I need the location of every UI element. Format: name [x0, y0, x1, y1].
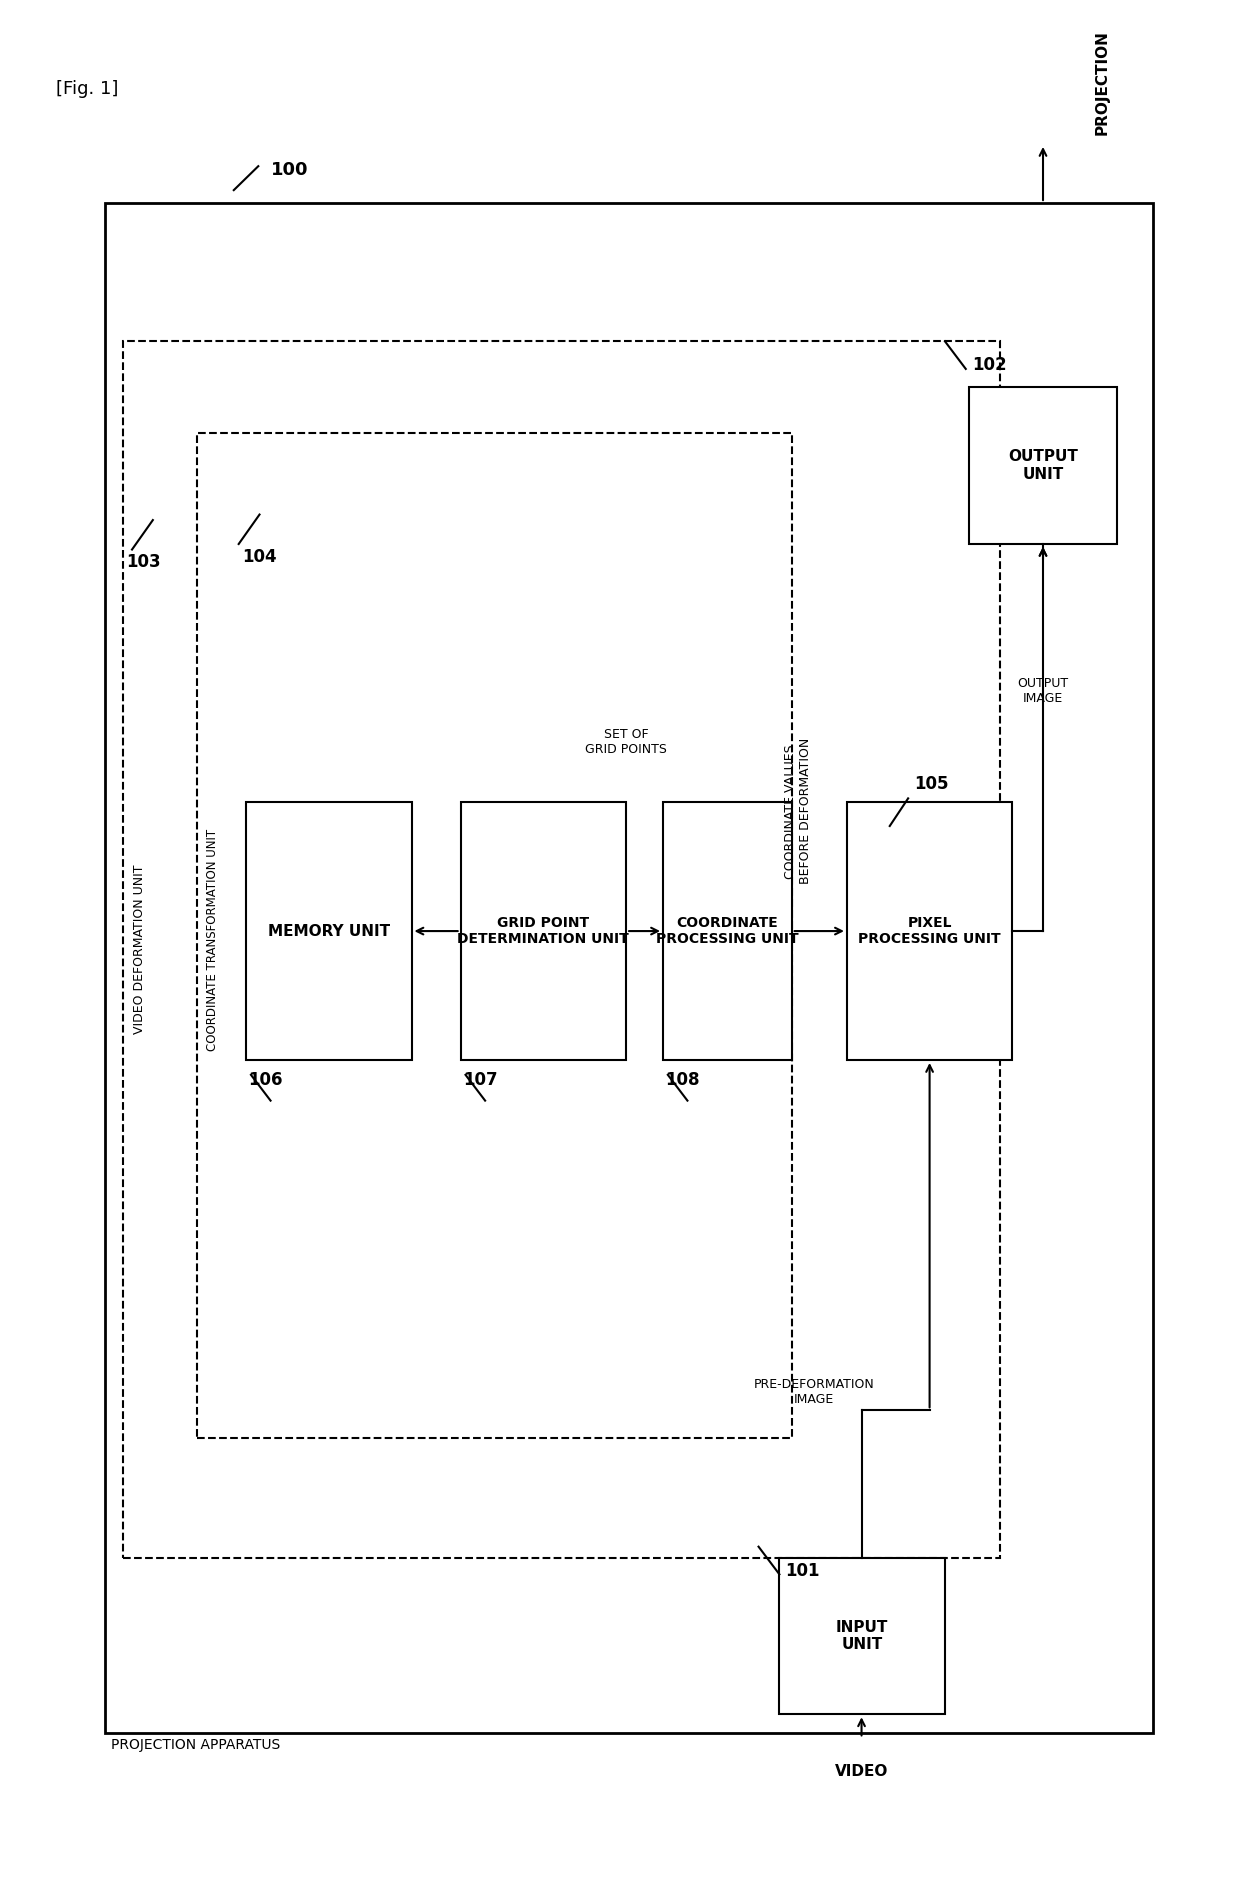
- Text: 106: 106: [248, 1070, 283, 1089]
- Text: COORDINATE
PROCESSING UNIT: COORDINATE PROCESSING UNIT: [656, 916, 799, 947]
- Text: PROJECTION APPARATUS: PROJECTION APPARATUS: [112, 1739, 280, 1752]
- Text: COORDINATE VALUES
BEFORE DEFORMATION: COORDINATE VALUES BEFORE DEFORMATION: [784, 738, 812, 885]
- Text: SET OF
GRID POINTS: SET OF GRID POINTS: [585, 729, 667, 757]
- Text: OUTPUT
IMAGE: OUTPUT IMAGE: [1018, 678, 1069, 706]
- Text: [Fig. 1]: [Fig. 1]: [56, 79, 118, 98]
- Text: PROJECTION: PROJECTION: [1095, 30, 1110, 135]
- Bar: [663, 802, 791, 1059]
- Text: OUTPUT
UNIT: OUTPUT UNIT: [1008, 449, 1078, 483]
- Bar: [105, 203, 1153, 1733]
- Text: MEMORY UNIT: MEMORY UNIT: [268, 924, 389, 939]
- Text: PIXEL
PROCESSING UNIT: PIXEL PROCESSING UNIT: [858, 916, 1001, 947]
- Text: COORDINATE TRANSFORMATION UNIT: COORDINATE TRANSFORMATION UNIT: [206, 830, 219, 1052]
- Text: 107: 107: [463, 1070, 497, 1089]
- Bar: [246, 802, 412, 1059]
- Text: VIDEO DEFORMATION UNIT: VIDEO DEFORMATION UNIT: [133, 864, 146, 1035]
- Text: 103: 103: [126, 554, 160, 571]
- Bar: [460, 802, 626, 1059]
- Bar: [780, 1557, 945, 1715]
- Bar: [124, 342, 1001, 1557]
- Bar: [970, 387, 1116, 545]
- Text: 100: 100: [270, 162, 308, 178]
- Text: GRID POINT
DETERMINATION UNIT: GRID POINT DETERMINATION UNIT: [458, 916, 629, 947]
- Text: 104: 104: [242, 548, 277, 565]
- Bar: [847, 802, 1012, 1059]
- Bar: [197, 434, 791, 1439]
- Text: VIDEO: VIDEO: [835, 1763, 888, 1778]
- Text: PRE-DEFORMATION
IMAGE: PRE-DEFORMATION IMAGE: [754, 1378, 874, 1407]
- Text: 105: 105: [914, 776, 949, 793]
- Text: 108: 108: [666, 1070, 699, 1089]
- Text: 101: 101: [785, 1562, 820, 1579]
- Text: 102: 102: [972, 357, 1007, 374]
- Text: INPUT
UNIT: INPUT UNIT: [836, 1621, 888, 1653]
